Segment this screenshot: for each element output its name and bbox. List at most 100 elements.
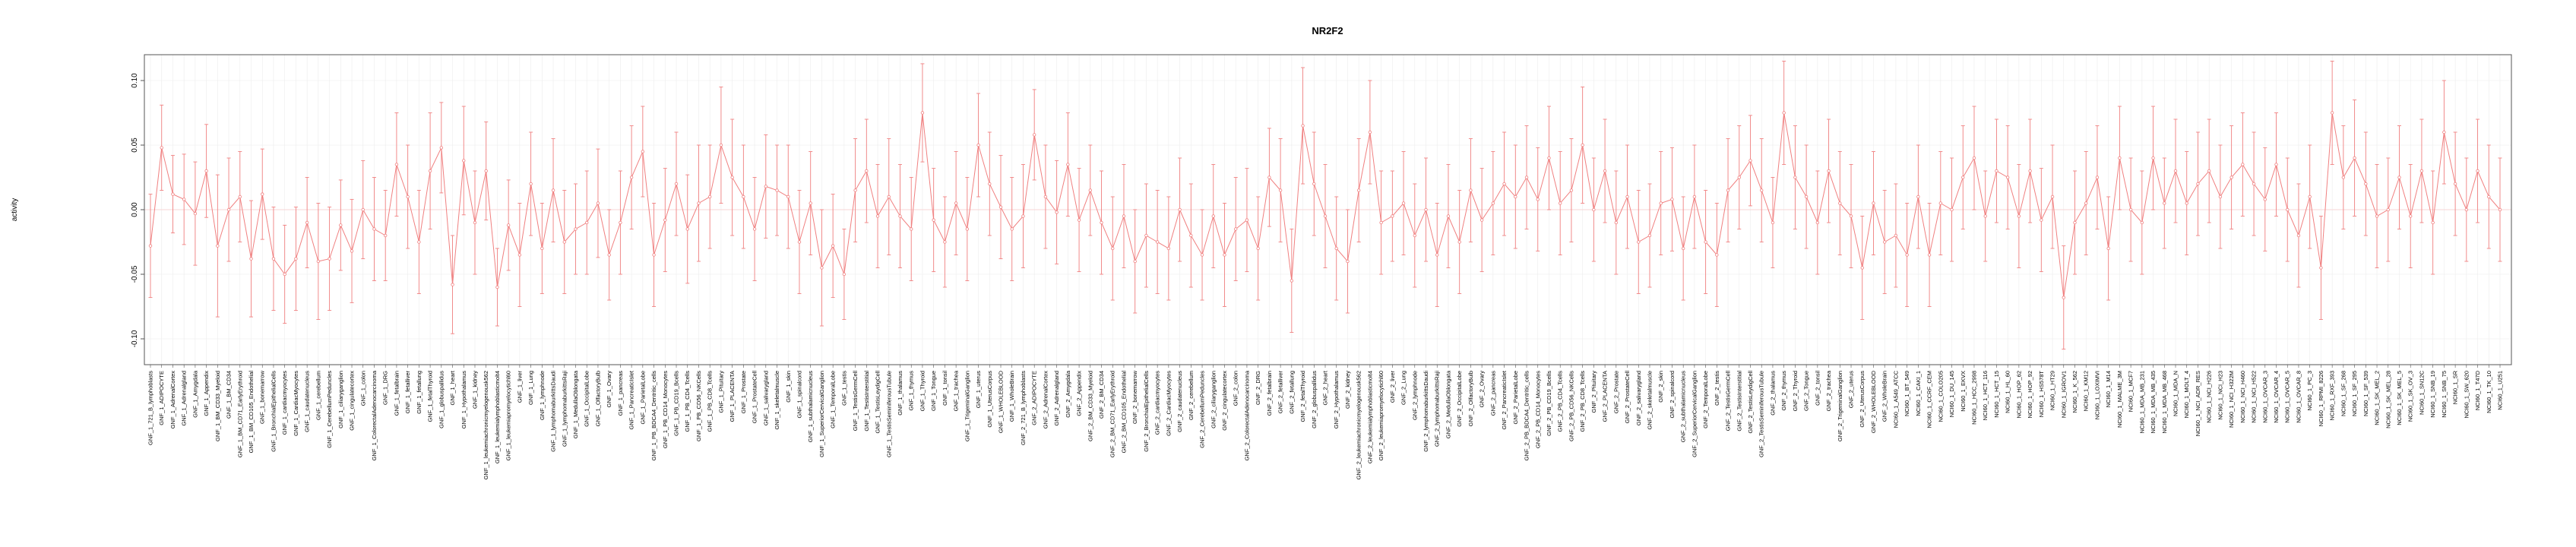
x-tick-label: GNF_1_721_B_lymphoblasts	[147, 371, 154, 445]
x-tick-label: GNF_1_TestisGermCell	[852, 371, 859, 432]
x-tick-label: NCI60_1_MALME_3M	[2116, 371, 2123, 428]
x-tick-label: GNF_1_uterus	[975, 371, 982, 408]
x-tick-label: GNF_2_lymphomaburkittsRaji	[1434, 371, 1441, 447]
x-tick-label: GNF_2_fetallung	[1288, 371, 1295, 414]
x-tick-label: GNF_2_WHOLEBLOOD	[1870, 370, 1877, 433]
x-tick-label: GNF_1_TestisLeydigCell	[875, 371, 881, 434]
x-tick-label: GNF_1_Tongue	[930, 371, 937, 411]
x-tick-label: GNF_1_BronchialEpithelialCells	[270, 371, 277, 452]
data-point	[2464, 207, 2469, 212]
data-point	[1032, 133, 1036, 137]
x-tick-label: GNF_2_AdrenalCortex	[1042, 371, 1049, 429]
x-tick-label: NCI60_1_MDA_MB_468	[2161, 371, 2168, 434]
x-tick-label: GNF_2_subthalamicnucleus	[1680, 371, 1687, 442]
data-point	[1592, 207, 1596, 212]
data-point	[2397, 175, 2401, 179]
data-point	[551, 188, 555, 192]
y-tick-label: 0.10	[131, 73, 139, 88]
data-point	[204, 169, 208, 173]
x-tick-label: GNF_2_heart	[1322, 370, 1329, 405]
x-tick-label: GNF_2_Appendix	[1076, 371, 1083, 416]
data-point	[216, 244, 220, 248]
x-tick-label: GNF_2_liver	[1389, 371, 1396, 403]
x-tick-label: GNF_1_Hypothalamus	[460, 371, 467, 429]
x-tick-label: GNF_2_BM_CD34	[1098, 371, 1105, 419]
x-tick-label: GNF_1_UterusCorpus	[986, 371, 993, 428]
x-tick-label: GNF_1_Pituitary	[717, 371, 724, 413]
data-point	[1312, 182, 1316, 186]
data-point	[1748, 159, 1752, 163]
x-tick-label: GNF_2_Adrenalgland	[1053, 371, 1060, 426]
x-tick-label: GNF_1_AdrenalCortex	[169, 371, 176, 429]
data-point	[226, 207, 231, 212]
data-point	[1491, 201, 1495, 205]
x-tick-label: NCI60_1_SF_295	[2351, 371, 2358, 416]
x-tick-label: GNF_2_UterusCorpus	[1859, 371, 1866, 428]
data-point	[562, 240, 566, 244]
data-point	[2476, 169, 2479, 173]
data-point	[1804, 194, 1809, 199]
data-point	[1435, 253, 1439, 257]
data-point	[1838, 201, 1842, 205]
x-tick-label: GNF_2_kidney	[1344, 371, 1351, 409]
data-point	[1637, 240, 1641, 244]
data-point	[1927, 253, 1932, 257]
data-point	[1536, 198, 1540, 201]
x-tick-label: GNF_1_heart	[449, 370, 456, 405]
data-point	[428, 169, 432, 173]
x-tick-label: GNF_1_Appendix	[203, 371, 210, 416]
data-point	[1502, 182, 1506, 186]
x-tick-label: GNF_1_TrigeminalGanglion	[964, 371, 970, 441]
data-point	[629, 175, 634, 179]
data-point	[674, 182, 679, 186]
x-tick-label: GNF_2_skeletalmuscle	[1646, 371, 1653, 430]
data-point	[2353, 156, 2356, 160]
data-point	[1278, 188, 1283, 192]
x-tick-label: GNF_1_SuperiorCervicalGanglion	[818, 371, 825, 457]
x-tick-label: GNF_2_PB_CD4_Tcells	[1557, 371, 1564, 432]
x-tick-label: GNF_2_Tongue	[1803, 371, 1810, 411]
data-point	[2386, 207, 2390, 212]
data-point	[1524, 175, 1529, 179]
data-point	[1446, 214, 1451, 218]
data-point	[1581, 143, 1584, 147]
x-tick-label: NCI60_1_SNB_19	[2429, 371, 2436, 418]
data-point	[1111, 246, 1115, 251]
x-tick-label: GNF_2_ColorectalAdenocarcinoma	[1243, 370, 1250, 460]
data-point	[2375, 214, 2379, 218]
x-tick-label: NCI60_1_MOLT_4	[2183, 371, 2190, 418]
data-point	[607, 253, 611, 257]
x-tick-label: GNF_1_PB_CD19_Bcells	[673, 371, 680, 436]
data-point	[148, 244, 153, 248]
data-point	[2286, 207, 2290, 212]
data-point	[1122, 214, 1126, 218]
x-tick-label: GNF_1_ciliaryganglion	[337, 371, 344, 428]
data-point	[1815, 220, 1820, 225]
x-tick-label: NCI60_1_OVCAR_5	[2284, 371, 2291, 423]
x-tick-label: NCI60_1_SK_MEL_5	[2396, 371, 2403, 425]
x-tick-label: GNF_2_cardiacmyocytes	[1154, 371, 1161, 435]
x-tick-label: NCI60_1_KM12	[2083, 371, 2090, 411]
data-point	[719, 143, 723, 147]
x-tick-label: NCI60_1_HL_60	[2005, 371, 2011, 413]
data-point	[1614, 220, 1619, 225]
x-tick-label: NCI60_1_CCRF_CEM	[1926, 371, 1933, 428]
data-point	[652, 253, 656, 257]
data-point	[1211, 214, 1215, 218]
data-point	[1178, 207, 1182, 212]
data-point	[1983, 214, 1987, 218]
x-tick-label: GNF_2_ciliaryganglion	[1210, 371, 1217, 428]
x-tick-label: GNF_1_OlfactoryBulb	[594, 371, 601, 426]
data-point	[1681, 246, 1685, 251]
x-tick-label: NCI60_1_HS578T	[2038, 371, 2045, 418]
data-point	[2196, 182, 2200, 186]
data-point	[305, 220, 309, 225]
x-tick-label: GNF_1_PancreaticIslet	[628, 370, 635, 429]
x-tick-label: NCI60_1_PC_3	[2306, 371, 2313, 411]
x-tick-label: GNF_2_PB_CD14_Monocytes	[1534, 371, 1541, 448]
x-tick-label: GNF_2_Hypothalamus	[1333, 371, 1340, 429]
data-point	[1849, 214, 1853, 218]
data-point	[1547, 156, 1551, 160]
x-tick-label: GNF_1_cerebellum	[315, 371, 321, 420]
x-tick-label: NCI60_1_IGROV1	[2060, 371, 2067, 418]
